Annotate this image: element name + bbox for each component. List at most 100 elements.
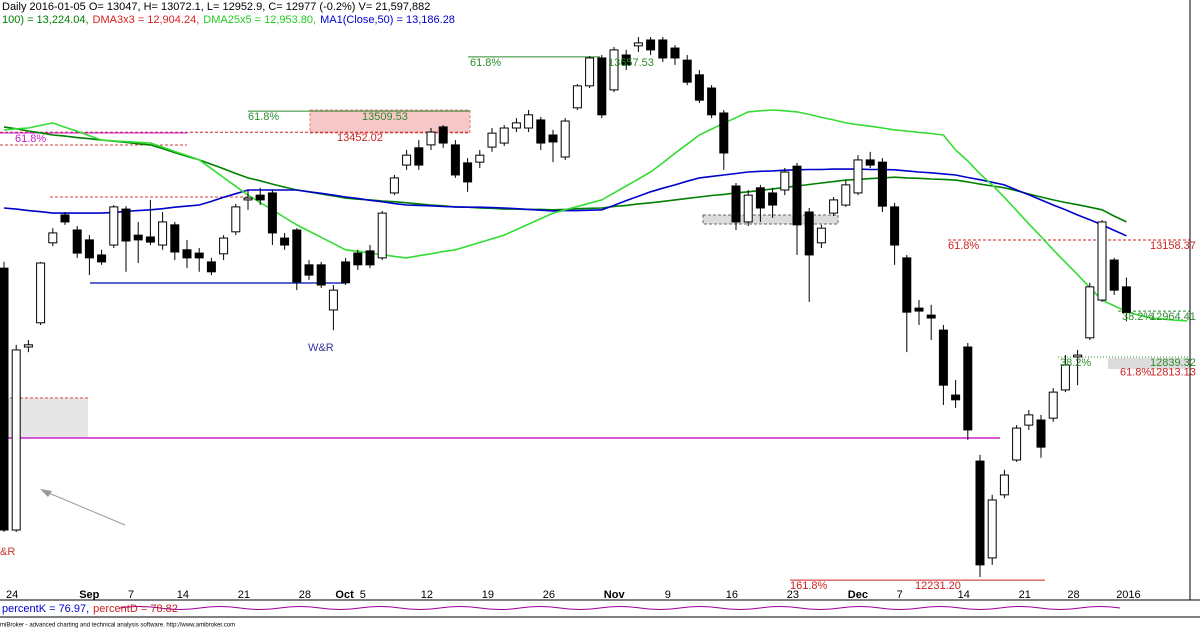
arrow [43, 490, 126, 526]
header-part: DMA25x5 = 12,953.80, [203, 14, 316, 26]
drawings [0, 56, 1190, 581]
candle-body [353, 252, 363, 266]
level-ratio: 161.8% [790, 580, 828, 592]
level-ratio: 61.8% [15, 133, 46, 145]
candle-body [499, 127, 509, 144]
x-tick-label: 14 [958, 589, 970, 601]
zone-box [702, 214, 839, 225]
level-ratio: 61.8% [948, 240, 979, 252]
candle-body [829, 199, 839, 214]
candle-body [694, 74, 704, 101]
candle-body [23, 344, 33, 348]
level-ratio: 61.8% [248, 111, 279, 123]
candle-body [426, 131, 436, 146]
level-ratio: 38.2% [1060, 357, 1091, 369]
candle-body [389, 177, 399, 194]
level-price: 13509.53 [362, 111, 408, 123]
level-price: 13158.37 [1150, 240, 1196, 252]
candle-body [170, 224, 180, 253]
candle-body [841, 184, 851, 206]
candle-body [511, 122, 521, 129]
x-tick-label: 26 [543, 589, 555, 601]
candle-body [975, 460, 985, 566]
candle-body [280, 237, 290, 246]
candle-body [597, 57, 607, 116]
x-tick-label: 16 [726, 589, 738, 601]
annotation: &R [0, 546, 15, 558]
candle-body [963, 346, 973, 431]
candle-body [414, 147, 424, 166]
candle-body [572, 85, 582, 109]
candle-body [877, 161, 887, 207]
candle-body [72, 229, 82, 254]
candle-body [987, 499, 997, 559]
candle-body [11, 349, 21, 531]
header-ohlc: Daily 2016-01-05 O= 13047, H= 13072.1, L… [2, 1, 430, 13]
level-ratio: 61.8% [470, 57, 501, 69]
candle-body [194, 252, 204, 259]
candles [0, 37, 1131, 577]
candle-body [560, 120, 570, 158]
x-tick-label: 7 [128, 589, 134, 601]
level-price: 12964.41 [1150, 311, 1196, 323]
candle-body [292, 229, 302, 283]
candle-body [402, 154, 412, 166]
candle-body [487, 132, 497, 148]
candle-body [646, 39, 656, 51]
x-tick-label: 21 [1019, 589, 1031, 601]
footer: miBroker - advanced charting and technic… [0, 623, 235, 629]
candle-body [1048, 391, 1058, 419]
candle-body [133, 234, 143, 241]
candle-body [707, 87, 717, 116]
header-part: 100) = 13,224.04, [2, 14, 89, 26]
candle-body [999, 474, 1009, 496]
x-tick-label: 28 [299, 589, 311, 601]
x-tick-label: 9 [665, 589, 671, 601]
header-indicators: 100) = 13,224.04, DMA3x3 = 12,904.24, DMA2… [2, 14, 455, 26]
candle-body [255, 194, 265, 201]
candle-body [158, 221, 168, 246]
candle-body [621, 54, 631, 66]
candle-body [780, 171, 790, 191]
candle-body [328, 289, 338, 311]
candle-body [951, 394, 961, 401]
candle-body [755, 187, 765, 209]
candle-body [1036, 419, 1046, 448]
candle-body [804, 211, 814, 256]
candle-body [304, 264, 314, 276]
ma-line [3, 109, 1188, 322]
candle-body [914, 307, 924, 312]
level-price: 13452.02 [337, 132, 383, 144]
candle-body [585, 57, 595, 87]
candle-body [853, 159, 863, 194]
x-tick-label: Nov [604, 589, 626, 601]
candle-body [1121, 286, 1131, 314]
candle-body [768, 192, 778, 206]
arrow-head [40, 489, 52, 497]
candle-body [341, 261, 351, 284]
x-tick-label: Sep [79, 589, 99, 601]
x-tick-label: 2016 [1116, 589, 1140, 601]
level-price: 12231.20 [915, 580, 961, 592]
level-price: 13657.53 [608, 57, 654, 69]
candle-body [1060, 364, 1070, 391]
candle-body [84, 239, 94, 259]
candle-body [206, 261, 216, 273]
candle-body [865, 159, 875, 166]
candle-body [60, 214, 70, 223]
candle-body [1109, 259, 1119, 291]
candle-body [438, 126, 448, 144]
x-tick-label: 5 [360, 589, 366, 601]
candle-body [267, 192, 277, 234]
zone-box [1108, 358, 1190, 369]
level-price: 12839.32 [1150, 357, 1196, 369]
candle-body [1012, 427, 1022, 461]
x-tick-label: 23 [787, 589, 799, 601]
header-part: MA1(Close,50) = 13,186.28 [320, 14, 455, 26]
candle-body [682, 59, 692, 83]
x-tick-label: Oct [335, 589, 354, 601]
candle-body [145, 236, 155, 243]
candle-body [121, 208, 131, 242]
candle-body [231, 206, 241, 233]
